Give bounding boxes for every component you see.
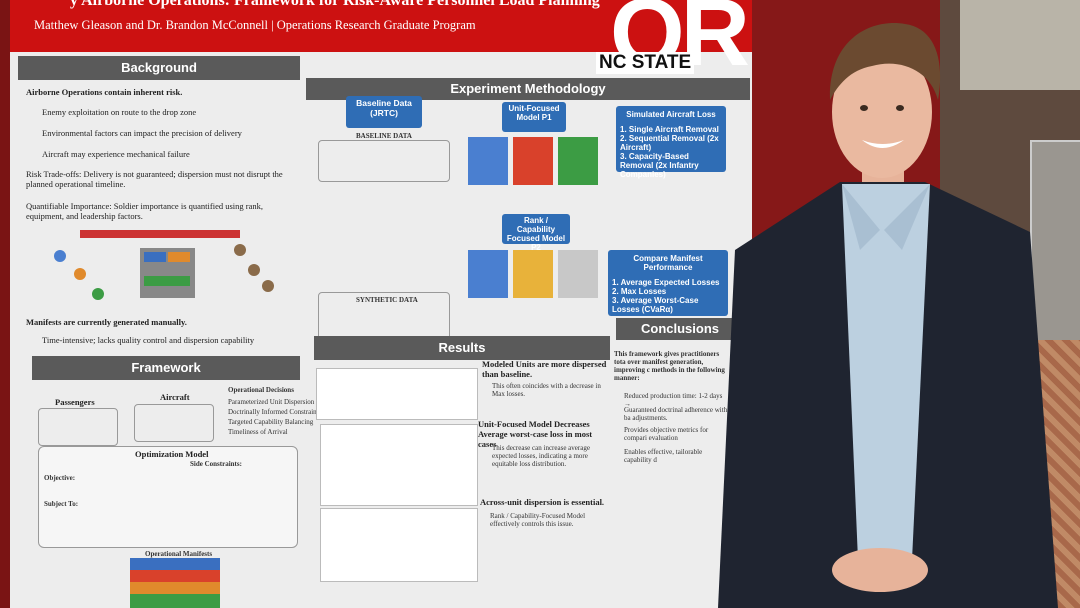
list-item: Targeted Capability Balancing (228, 418, 314, 426)
collar (884, 184, 930, 250)
label: SYNTHETIC DATA (356, 296, 418, 304)
figure-block (130, 558, 220, 570)
flow-box: Compare Manifest Performance 1. Average … (608, 250, 728, 316)
bullet: Aircraft may experience mechanical failu… (42, 149, 190, 159)
list-item: Parameterized Unit Dispersion (228, 398, 315, 406)
label: Passengers (55, 397, 95, 407)
figure-block (468, 250, 508, 298)
figure-block (130, 582, 220, 594)
list-item: 1. Average Expected Losses (612, 278, 720, 287)
passengers-box (38, 408, 118, 446)
list-item: Timeliness of Arrival (228, 428, 288, 436)
plane-icon (74, 268, 86, 280)
poster-title: y Airborne Operations: Framework for Ris… (70, 0, 600, 9)
flow-box: Baseline Data (JRTC) (346, 96, 422, 128)
result-point: This decrease can increase average expec… (492, 444, 590, 469)
hair (829, 23, 941, 100)
collar (842, 184, 880, 250)
conclusion-item: Provides objective metrics for compari e… (624, 426, 709, 443)
label: Side Constraints: (190, 460, 242, 468)
results-table (316, 368, 478, 420)
background-figure (54, 230, 274, 300)
result-point: Rank / Capability-Focused Model effectiv… (490, 512, 586, 529)
section-heading: Results (314, 336, 610, 360)
section-heading: Experiment Methodology (306, 78, 750, 100)
bullet: Airborne Operations contain inherent ris… (26, 87, 183, 97)
result-point: Modeled Units are more dispersed than ba… (482, 359, 607, 379)
logo-school: NC STATE (596, 52, 695, 74)
list-item: 2. Sequential Removal (2x Aircraft) (620, 134, 719, 152)
bullet: Enemy exploitation on route to the drop … (42, 107, 197, 117)
flow-box: Simulated Aircraft Loss 1. Single Aircra… (616, 106, 726, 179)
conclusion-item: Enables effective, tailorable capability… (624, 448, 703, 465)
figure-block (468, 137, 508, 185)
poster: y Airborne Operations: Framework for Ris… (10, 0, 752, 608)
figure-block (513, 250, 553, 298)
data-box (318, 140, 450, 182)
manifest-figure (130, 558, 220, 608)
results-chart (320, 424, 478, 506)
result-point: Unit-Focused Model Decreases Average wor… (478, 419, 593, 449)
label: Operational Manifests (145, 550, 213, 558)
list-item: 3. Capacity-Based Removal (2x Infantry C… (620, 152, 699, 179)
section-heading: Framework (32, 356, 300, 380)
poster-authors: Matthew Gleason and Dr. Brandon McConnel… (34, 18, 476, 32)
conclusion-intro: This framework gives practitioners tota … (614, 350, 725, 383)
conclusion-item: Guaranteed doctrinal adherence with ba a… (624, 406, 728, 423)
figure-block (144, 252, 166, 262)
flow-box: Rank / Capability Focused Model P2 (502, 214, 570, 252)
section-heading: Conclusions (616, 318, 744, 340)
list-item: 2. Max Losses (612, 287, 667, 296)
list-item: 3. Average Worst-Case Losses (CVaRα) (612, 296, 699, 314)
bullet: Manifests are currently generated manual… (26, 317, 187, 327)
eye (896, 105, 904, 111)
label: BASELINE DATA (356, 132, 412, 140)
flow-box: Unit-Focused Model P1 (502, 102, 566, 132)
figure-block (558, 137, 598, 185)
model-figure (468, 250, 598, 298)
figure-block (144, 276, 190, 286)
model-box (38, 446, 298, 548)
figure-block (168, 252, 190, 262)
box-title: Compare Manifest Performance (633, 254, 703, 272)
results-chart (320, 508, 478, 582)
figure-block (558, 250, 598, 298)
section-heading: Background (18, 56, 300, 80)
label: Optimization Model (135, 449, 209, 459)
plane-icon (234, 244, 246, 256)
model-figure (468, 137, 598, 185)
box-title: Simulated Aircraft Loss (626, 110, 716, 119)
label: Subject To: (44, 500, 79, 508)
bullet: Environmental factors can impact the pre… (42, 128, 242, 138)
bullet: Risk Trade-offs: Delivery is not guarant… (26, 169, 283, 189)
eye (860, 105, 868, 111)
bullet: Quantifiable Importance: Soldier importa… (26, 201, 263, 221)
poster-header (10, 0, 752, 52)
conclusion-item: Reduced production time: 1-2 days → (624, 392, 723, 409)
plane-icon (248, 264, 260, 276)
shirt (842, 184, 930, 560)
figure-block (130, 594, 220, 608)
label: Objective: (44, 474, 76, 482)
figure-block (513, 137, 553, 185)
result-point: Across-unit dispersion is essential. (480, 497, 605, 507)
result-point: This often coincides with a decrease in … (492, 382, 601, 399)
list-item: Doctrinally Informed Constraints (228, 408, 322, 416)
figure-block (130, 570, 220, 582)
list-item: 1. Single Aircraft Removal (620, 125, 719, 134)
plane-icon (262, 280, 274, 292)
smile (862, 140, 904, 148)
bullet: Time-intensive; lacks quality control an… (42, 335, 255, 345)
plane-icon (54, 250, 66, 262)
plane-icon (92, 288, 104, 300)
hands (832, 548, 928, 592)
label: Aircraft (160, 392, 190, 402)
label: Operational Decisions (228, 386, 294, 394)
face (832, 46, 932, 178)
aircraft-box (134, 404, 214, 442)
window (960, 0, 1080, 90)
figure-bar (80, 230, 240, 238)
